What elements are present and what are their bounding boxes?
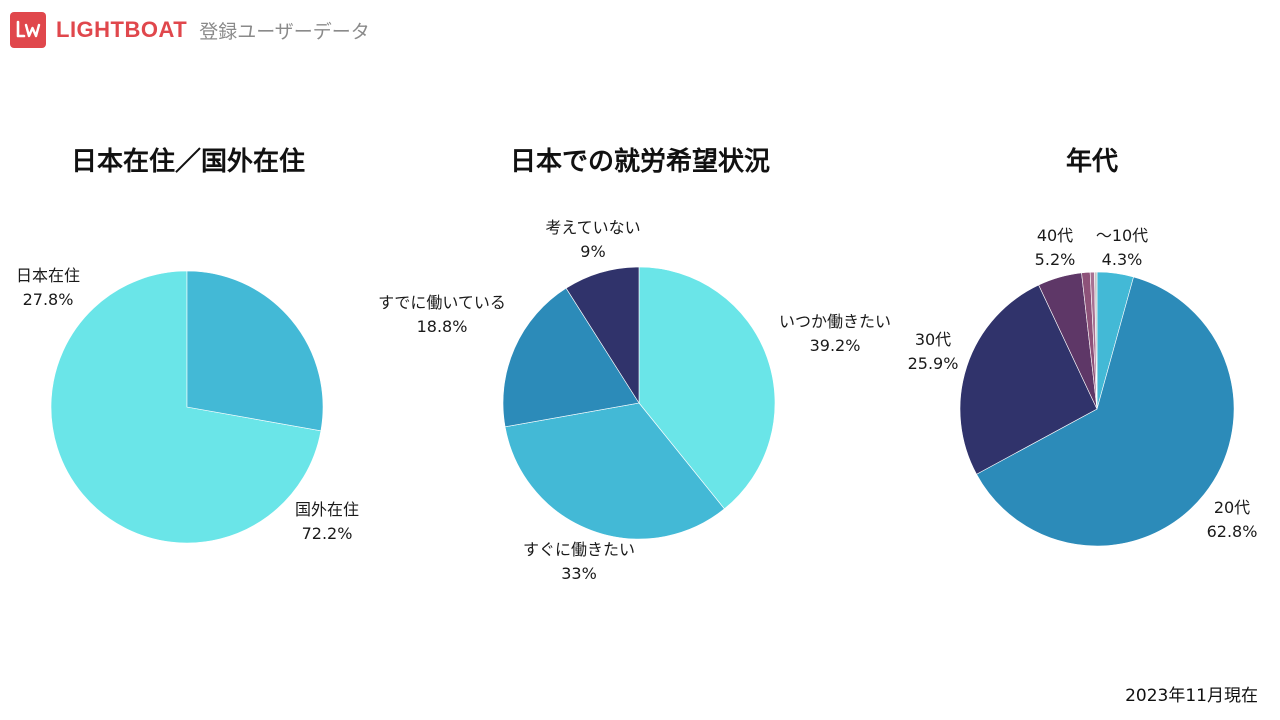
slice-label: 〜10代 bbox=[1096, 226, 1148, 245]
slice-label: 40代 bbox=[1037, 226, 1073, 245]
slice-value-label: 33% bbox=[561, 564, 597, 583]
slice-label: 20代 bbox=[1214, 498, 1250, 517]
pie-slice bbox=[50, 270, 322, 544]
slice-label: 日本在住 bbox=[16, 266, 80, 285]
slice-value-label: 18.8% bbox=[417, 317, 468, 336]
pie-slice bbox=[959, 284, 1098, 475]
slice-label: 30代 bbox=[915, 330, 951, 349]
slice-label: すでに働いている bbox=[378, 293, 506, 312]
lightboat-logo-icon bbox=[10, 12, 46, 48]
slice-value-label: 62.8% bbox=[1207, 522, 1258, 541]
pie-slice bbox=[976, 276, 1235, 547]
brand-name: LIGHTBOAT bbox=[56, 17, 188, 42]
pie-slice bbox=[186, 270, 324, 432]
chart-title-employment: 日本での就労希望状況 bbox=[509, 147, 771, 177]
pie-slice bbox=[638, 266, 776, 510]
slice-label: すぐに働きたい bbox=[523, 540, 635, 559]
header: LIGHTBOAT 登録ユーザーデータ bbox=[10, 12, 370, 48]
as-of-date: 2023年11月現在 bbox=[1125, 686, 1258, 706]
slice-value-label: 9% bbox=[580, 242, 605, 261]
pie-slice bbox=[502, 287, 640, 428]
pie-chart-age: 〜10代 4.3% 20代 62.8% 30代 25.9% 40代 5.2% bbox=[908, 226, 1258, 547]
chart-title-age: 年代 bbox=[1065, 147, 1119, 177]
slice-value-label: 5.2% bbox=[1035, 250, 1076, 269]
pie-chart-residence: 国外在住 72.2% 日本在住 27.8% bbox=[16, 266, 359, 544]
slice-value-label: 25.9% bbox=[908, 354, 959, 373]
slice-value-label: 39.2% bbox=[810, 336, 861, 355]
pie-slice bbox=[565, 266, 640, 405]
pie-chart-employment: いつか働きたい 39.2% すぐに働きたい 33% すでに働いている 18.8% 考えていな… bbox=[378, 218, 891, 583]
page-subtitle: 登録ユーザーデータ bbox=[199, 20, 370, 43]
pie-slice bbox=[1094, 271, 1098, 410]
pie-slice bbox=[504, 402, 725, 540]
chart-title-residence: 日本在住／国外在住 bbox=[70, 147, 306, 177]
slice-label: 国外在住 bbox=[295, 500, 359, 519]
slice-value-label: 27.8% bbox=[23, 290, 74, 309]
slice-value-label: 4.3% bbox=[1102, 250, 1143, 269]
slice-label: いつか働きたい bbox=[779, 312, 891, 331]
slice-label: 考えていない bbox=[545, 218, 640, 237]
slice-value-label: 72.2% bbox=[302, 524, 353, 543]
